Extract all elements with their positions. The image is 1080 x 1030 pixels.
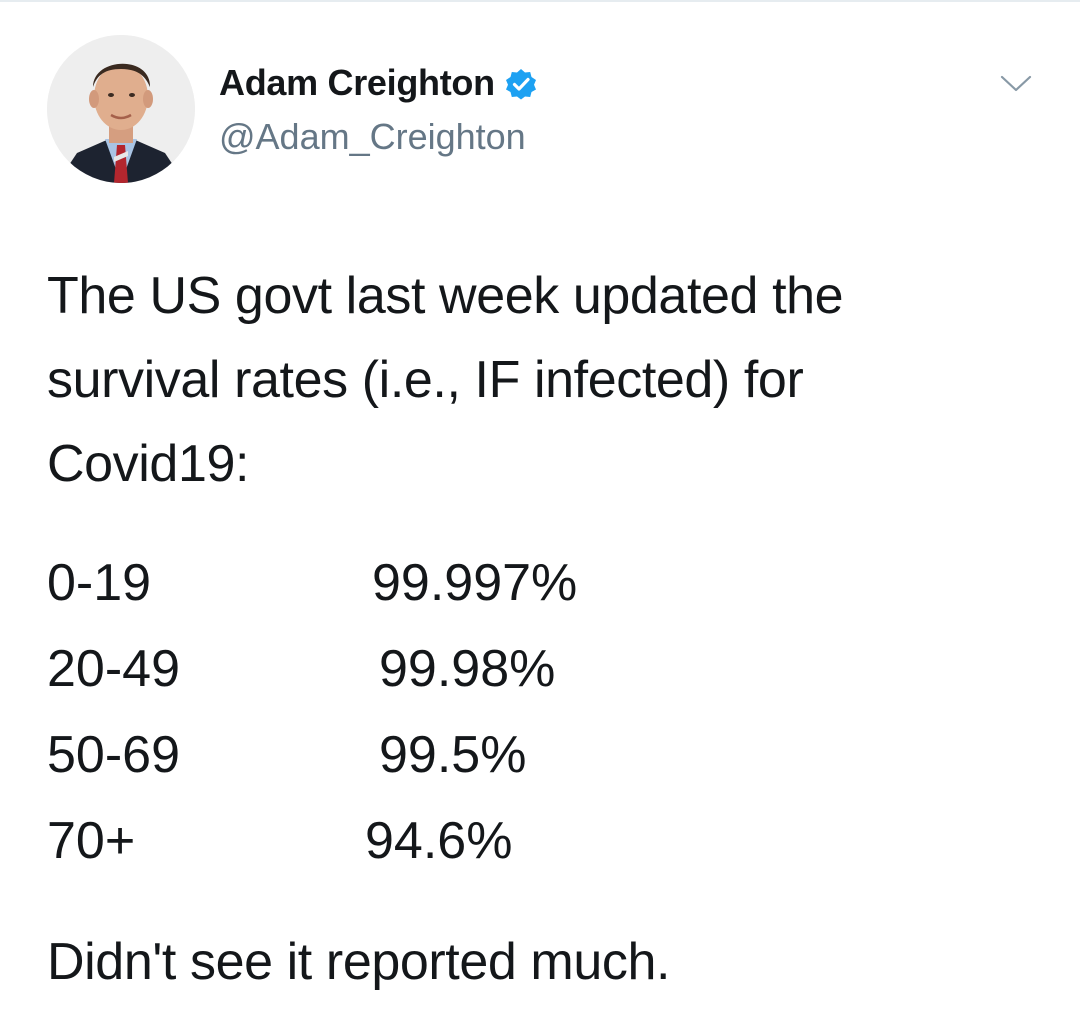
author-display-name[interactable]: Adam Creighton bbox=[219, 62, 537, 104]
survival-rates-list: 0-19 99.997% 20-49 99.98% 50-69 99.5% 70… bbox=[47, 540, 847, 884]
survival-rate: 99.5% bbox=[379, 726, 527, 784]
age-group: 20-49 bbox=[47, 640, 180, 698]
rate-row: 0-19 99.997% bbox=[47, 540, 847, 626]
age-group: 70+ bbox=[47, 812, 136, 870]
chevron-down-icon[interactable] bbox=[998, 68, 1034, 98]
rate-row: 70+ 94.6% bbox=[47, 798, 847, 884]
verified-badge-icon bbox=[505, 67, 537, 100]
author-handle[interactable]: @Adam_Creighton bbox=[219, 116, 526, 157]
age-group: 50-69 bbox=[47, 726, 180, 784]
avatar[interactable] bbox=[47, 35, 195, 183]
tweet-text-line: survival rates (i.e., IF infected) for bbox=[47, 351, 804, 409]
survival-rate: 94.6% bbox=[365, 812, 513, 870]
survival-rate: 99.997% bbox=[372, 554, 578, 612]
tweet-text-line: The US govt last week updated the bbox=[47, 267, 844, 325]
age-group: 0-19 bbox=[47, 554, 152, 612]
tweet-text: The US govt last week updated the surviv… bbox=[47, 254, 1047, 506]
tweet-closing-text: Didn't see it reported much. bbox=[47, 933, 671, 991]
display-name-text: Adam Creighton bbox=[219, 62, 495, 103]
rate-row: 20-49 99.98% bbox=[47, 626, 847, 712]
rate-row: 50-69 99.5% bbox=[47, 712, 847, 798]
survival-rate: 99.98% bbox=[379, 640, 556, 698]
top-divider bbox=[0, 0, 1080, 2]
tweet-text-line: Covid19: bbox=[47, 435, 250, 493]
avatar-portrait bbox=[47, 35, 195, 183]
